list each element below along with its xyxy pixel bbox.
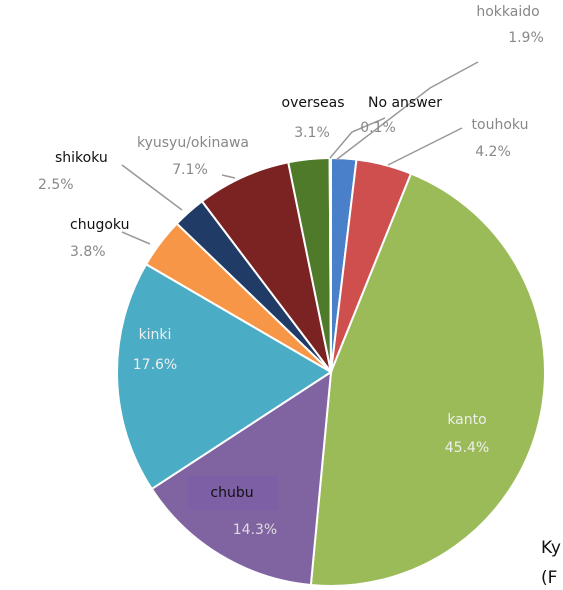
slice-percent: 3.1% [294,125,330,141]
slice-percent: 3.8% [70,244,106,260]
slice-percent: 45.4% [445,440,489,456]
label-highlight [188,476,278,510]
leader-line [335,61,479,161]
slice-name: overseas [282,95,345,111]
cropped-text: (F [541,568,557,588]
leader-line [329,117,386,159]
leader-line [387,127,463,166]
slice-name: chugoku [70,217,129,233]
slice-percent: 1.9% [508,30,544,46]
cropped-text: Ky [541,538,561,558]
slice-name: No answer [368,95,442,111]
pie-slice [328,156,332,373]
slice-name: kinki [139,327,172,343]
slice-percent: 0.1% [360,120,396,136]
slice-percent: 14.3% [233,522,277,538]
slice-name: hokkaido [476,4,539,20]
slice-name: kyusyu/okinawa [137,135,249,151]
leader-line [221,174,236,179]
slice-percent: 7.1% [172,162,208,178]
slice-name: shikoku [55,150,108,166]
leader-line [121,231,151,245]
pie-slice [116,262,333,491]
leader-line [121,164,183,211]
slice-name: touhoku [472,117,529,133]
slice-percent: 2.5% [38,177,74,193]
slice-name: chubu [210,485,253,501]
slice-name: kanto [447,412,486,428]
pie-slice [309,172,546,587]
slice-percent: 4.2% [475,144,511,160]
slice-percent: 17.6% [133,357,177,373]
